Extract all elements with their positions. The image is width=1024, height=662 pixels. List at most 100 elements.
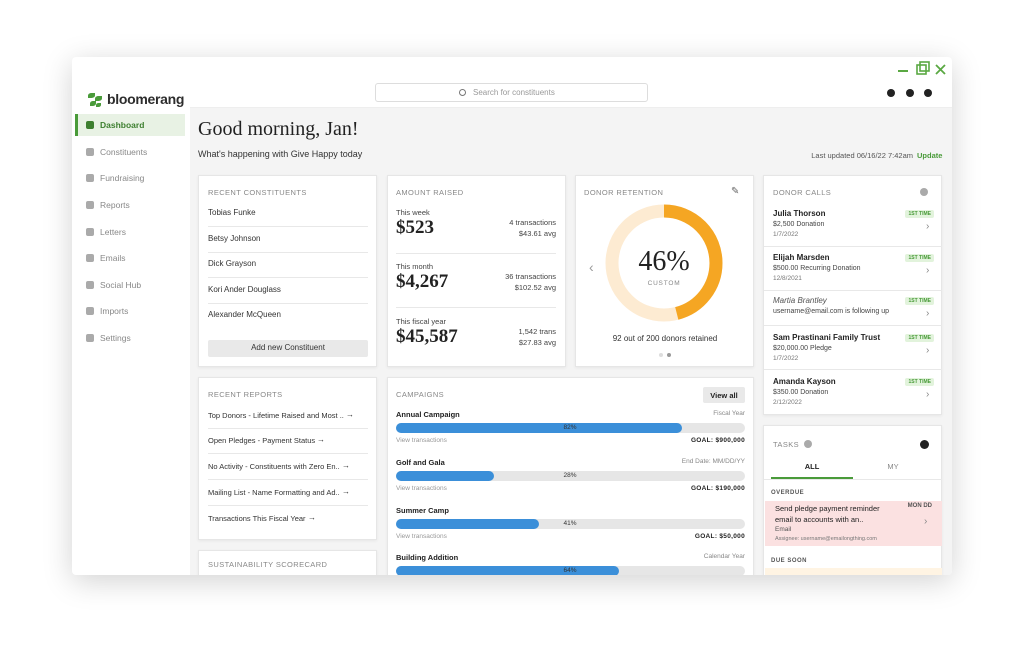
chevron: › bbox=[924, 516, 928, 527]
card-title: DONOR RETENTION bbox=[584, 187, 664, 197]
constituent-name: Tobias Funke bbox=[208, 208, 256, 218]
nav-item: Constituents bbox=[100, 146, 148, 157]
nav-item: Dashboard bbox=[100, 119, 145, 130]
call-date: 1/7/2022 bbox=[773, 231, 799, 239]
transaction-count: 36 transactions bbox=[505, 271, 556, 281]
tab-all: ALL bbox=[804, 461, 820, 471]
separator bbox=[208, 303, 368, 304]
brand: bloomerang bbox=[107, 90, 185, 107]
separator bbox=[208, 277, 368, 278]
task-assignee: Assignee: username@emailongthing.com bbox=[775, 535, 877, 542]
card-icon bbox=[920, 188, 928, 196]
constituent-name: Alexander McQueen bbox=[208, 310, 281, 320]
card-icon bbox=[804, 440, 812, 448]
constituent-name: Kori Ander Douglass bbox=[208, 285, 281, 295]
toolbar-icon bbox=[924, 89, 932, 97]
progress-fill bbox=[396, 471, 494, 481]
badge: 1ST TIME bbox=[905, 378, 934, 386]
add-task bbox=[920, 440, 929, 449]
report-link: Top Donors - Lifetime Raised and Most .. bbox=[208, 410, 344, 420]
call-detail: $20,000.00 Pledge bbox=[773, 344, 832, 352]
view-all-label: View all bbox=[710, 390, 738, 400]
period: This fiscal year bbox=[396, 316, 447, 326]
subtitle: What's happening with Give Happy today bbox=[198, 148, 363, 159]
transactions-link: View transactions bbox=[396, 437, 447, 445]
logo-leaf bbox=[95, 96, 102, 101]
caller-name: Martia Brantley bbox=[773, 296, 827, 306]
constituent-name: Dick Grayson bbox=[208, 259, 257, 269]
separator bbox=[208, 428, 368, 429]
average: $102.52 avg bbox=[514, 282, 556, 292]
progress-label: 41% bbox=[563, 520, 577, 528]
badge: 1ST TIME bbox=[905, 254, 934, 262]
nav-icon bbox=[86, 281, 94, 289]
separator bbox=[208, 226, 368, 227]
nav-icon bbox=[86, 174, 94, 182]
retention-donut bbox=[605, 204, 723, 322]
overdue-task bbox=[765, 501, 942, 546]
nav-icon bbox=[86, 148, 94, 156]
chevron: › bbox=[926, 221, 930, 232]
campaign-goal: GOAL: $50,000 bbox=[694, 533, 745, 541]
report-arrow: → bbox=[346, 410, 354, 420]
retention-label: 46% bbox=[638, 246, 690, 278]
view-all-button bbox=[703, 387, 745, 403]
greeting: Good morning, Jan! bbox=[198, 118, 359, 140]
call-detail: $500.00 Recurring Donation bbox=[773, 264, 861, 272]
retention-mode: CUSTOM bbox=[647, 280, 681, 288]
card bbox=[387, 175, 566, 367]
separator bbox=[396, 307, 556, 308]
add-button bbox=[208, 340, 368, 357]
separator bbox=[208, 479, 368, 480]
caller-name: Julia Thorson bbox=[773, 209, 826, 219]
call-detail: $2,500 Donation bbox=[773, 220, 825, 228]
card-title: DONOR CALLS bbox=[773, 187, 832, 197]
section-label: DUE SOON bbox=[771, 558, 808, 565]
card-title: AMOUNT RAISED bbox=[396, 187, 464, 197]
caller-name: Sam Prastinani Family Trust bbox=[773, 333, 881, 343]
period: This week bbox=[396, 207, 430, 217]
logo-leaf bbox=[88, 93, 95, 98]
card bbox=[198, 377, 377, 540]
separator bbox=[764, 290, 942, 291]
average: $43.61 avg bbox=[518, 228, 556, 238]
separator bbox=[764, 479, 942, 480]
nav-icon bbox=[86, 254, 94, 262]
report-arrow: → bbox=[317, 435, 325, 445]
card bbox=[198, 175, 377, 367]
progress-track bbox=[396, 519, 745, 529]
nav-icon bbox=[86, 121, 94, 129]
donut-arc bbox=[605, 204, 723, 322]
call-date: 1/7/2022 bbox=[773, 355, 799, 363]
tab-underline bbox=[771, 477, 853, 479]
badge: 1ST TIME bbox=[905, 297, 934, 305]
campaign-name: Golf and Gala bbox=[396, 457, 445, 467]
campaign-period: End Date: MM/DD/YY bbox=[681, 458, 745, 466]
badge: 1ST TIME bbox=[905, 210, 934, 218]
average: $27.83 avg bbox=[518, 337, 556, 347]
nav-item: Reports bbox=[100, 199, 130, 210]
task-title: Send pledge payment reminder email to ac… bbox=[775, 504, 880, 524]
transactions-link: View transactions bbox=[396, 485, 447, 493]
last-updated: Last updated 06/16/22 7:42am bbox=[811, 150, 913, 160]
campaign-name: Building Addition bbox=[396, 552, 459, 562]
update-link: Update bbox=[917, 150, 943, 160]
pager-dot bbox=[659, 353, 663, 357]
nav-item: Imports bbox=[100, 305, 129, 316]
due-soon-task bbox=[765, 568, 942, 575]
transaction-count: 1,542 trans bbox=[518, 326, 556, 336]
search-icon bbox=[459, 89, 466, 96]
period: This month bbox=[396, 261, 434, 271]
separator bbox=[764, 369, 942, 370]
logo-leaf bbox=[96, 103, 101, 107]
campaign-goal: GOAL: $900,000 bbox=[690, 437, 745, 445]
nav-item: Emails bbox=[100, 252, 126, 263]
progress-fill bbox=[396, 566, 620, 575]
report-link: No Activity - Constituents with Zero En.… bbox=[208, 461, 340, 471]
nav-item: Social Hub bbox=[100, 279, 142, 290]
amount: $523 bbox=[396, 216, 434, 238]
card-title: RECENT CONSTITUENTS bbox=[208, 187, 307, 197]
card-title: RECENT REPORTS bbox=[208, 389, 283, 399]
progress-fill bbox=[396, 519, 540, 529]
progress-label: 64% bbox=[563, 567, 577, 575]
